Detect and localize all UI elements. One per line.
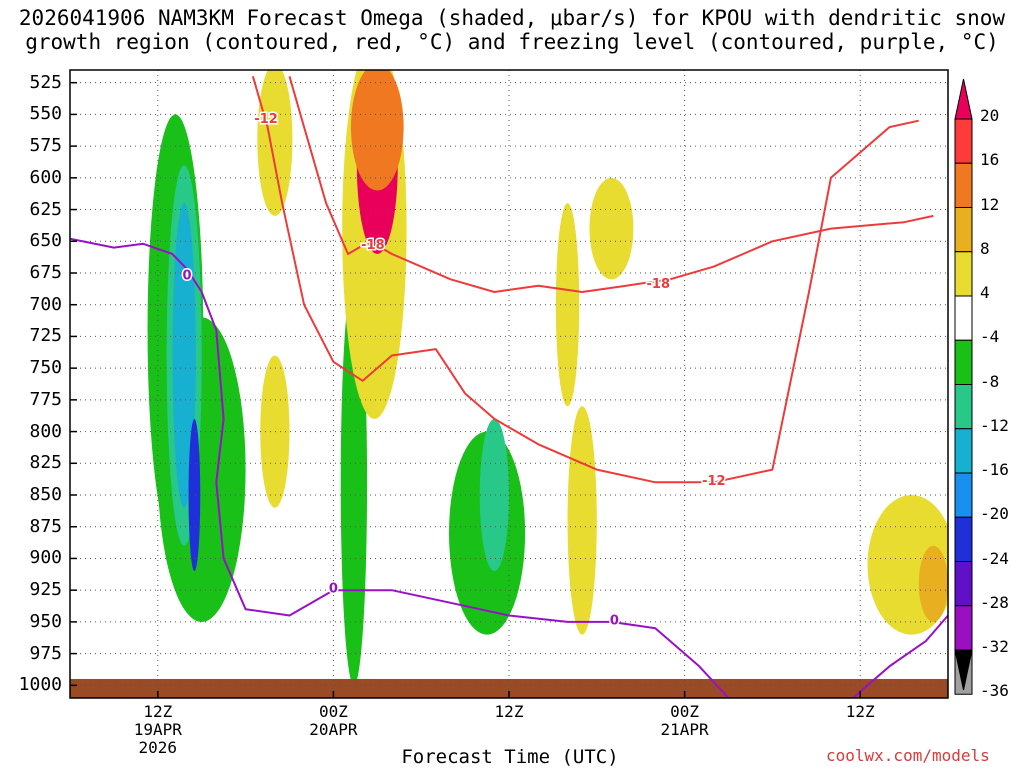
x-tick-label-line: 19APR [133, 720, 182, 739]
contour-label: -18 [647, 277, 671, 292]
x-tick-label: 00Z 21APR [640, 703, 730, 739]
y-tick-label: 750 [29, 357, 62, 379]
colorbar-segment [954, 516, 973, 562]
dgz-contour--12 [251, 76, 919, 484]
contour-label: 0 [610, 613, 619, 628]
freezing-level-contour [852, 614, 948, 698]
x-tick-label-line: 2026 [138, 738, 178, 757]
colorbar-top-triangle [954, 78, 973, 120]
x-tick-label: 12Z [815, 703, 905, 721]
contour-label: -12 [702, 474, 726, 489]
y-tick-label: 800 [29, 420, 62, 442]
omega-shaded-region [257, 70, 293, 216]
y-tick-label: 775 [29, 388, 62, 410]
colorbar-segment [954, 561, 973, 607]
freezing-level-contour [70, 237, 730, 698]
contour-label: -18 [361, 238, 385, 253]
x-tick-label: 12Z 19APR 2026 [113, 703, 203, 757]
x-tick-label-line: 20APR [309, 720, 358, 739]
omega-shaded-region [567, 406, 597, 635]
contour-label: 0 [329, 582, 338, 597]
y-tick-label: 925 [29, 579, 62, 601]
colorbar-level-label: -36 [980, 681, 1009, 701]
omega-shaded-region [350, 70, 404, 191]
y-tick-label: 625 [29, 198, 62, 220]
colorbar-level-label: -20 [980, 504, 1009, 524]
y-tick-label: 850 [29, 484, 62, 505]
colorbar-level-label: 16 [980, 150, 1000, 170]
y-tick-label: 675 [29, 261, 62, 283]
colorbar-level-label: -16 [980, 460, 1009, 479]
colorbar-segment [954, 251, 973, 297]
omega-shaded-region [479, 418, 509, 572]
colorbar-bottom-triangle [954, 649, 973, 691]
y-tick-label: 950 [29, 610, 62, 632]
x-tick-label-line: 00Z [670, 702, 700, 721]
y-tick-label: 975 [29, 642, 62, 664]
colorbar-segment [954, 118, 973, 164]
y-tick-label: 825 [29, 452, 62, 474]
y-tick-label: 525 [29, 71, 62, 93]
x-tick-label-line: 21APR [660, 720, 709, 739]
omega-shaded-region [555, 203, 580, 407]
colorbar-segment [954, 605, 973, 651]
y-tick-label: 550 [29, 103, 62, 125]
x-axis-title: Forecast Time (UTC) [401, 746, 619, 768]
x-tick-label: 00Z 20APR [288, 703, 378, 739]
omega-shaded-region [260, 355, 290, 508]
x-tick-label: 12Z [464, 703, 554, 721]
contour-label: -12 [254, 112, 278, 127]
x-tick-label-line: 12Z [143, 702, 173, 721]
omega-shaded-region [589, 177, 634, 280]
colorbar-level-label: 12 [980, 194, 1000, 214]
terrain-ground-band [70, 678, 948, 698]
y-tick-label: 575 [29, 135, 62, 157]
y-tick-label: 875 [29, 515, 62, 537]
colorbar-segment [954, 295, 973, 341]
x-tick-label-line: 12Z [494, 702, 524, 721]
colorbar-segment [954, 428, 973, 474]
y-tick-label: 650 [29, 230, 62, 252]
colorbar-level-label: -24 [980, 548, 1009, 568]
colorbar-level-label: 4 [980, 283, 990, 302]
omega-shaded-region [172, 203, 196, 508]
chart-title-line-1: 2026041906 NAM3KM Forecast Omega (shaded… [18, 6, 1006, 30]
y-tick-label: 1000 [18, 674, 62, 696]
x-tick-label-line: 00Z [318, 702, 348, 721]
colorbar-level-label: -32 [980, 637, 1009, 656]
credit-link[interactable]: coolwx.com/models [826, 746, 990, 765]
chart-title-line-2: growth region (contoured, red, °C) and f… [25, 30, 999, 54]
colorbar-level-label: 20 [980, 106, 1000, 125]
y-tick-label: 600 [29, 166, 62, 188]
dgz-contour--18 [288, 76, 934, 293]
y-tick-label: 900 [29, 547, 62, 569]
colorbar-level-label: -28 [980, 592, 1009, 612]
y-tick-label: 700 [29, 293, 62, 315]
colorbar-segment [954, 384, 973, 430]
omega-shaded-region [918, 545, 948, 622]
colorbar-level-label: -4 [980, 327, 1000, 347]
colorbar-level-label: 8 [980, 238, 990, 258]
colorbar-level-label: -12 [980, 415, 1009, 435]
y-tick-label: 725 [29, 325, 62, 347]
colorbar-segment [954, 339, 973, 385]
colorbar-segment [954, 162, 973, 208]
omega-shaded-region [188, 418, 201, 572]
contour-label: 0 [183, 268, 192, 283]
colorbar-segment [954, 207, 973, 253]
colorbar-level-label: -8 [980, 371, 1000, 391]
colorbar-segment [954, 472, 973, 518]
x-tick-label-line: 12Z [845, 702, 875, 721]
